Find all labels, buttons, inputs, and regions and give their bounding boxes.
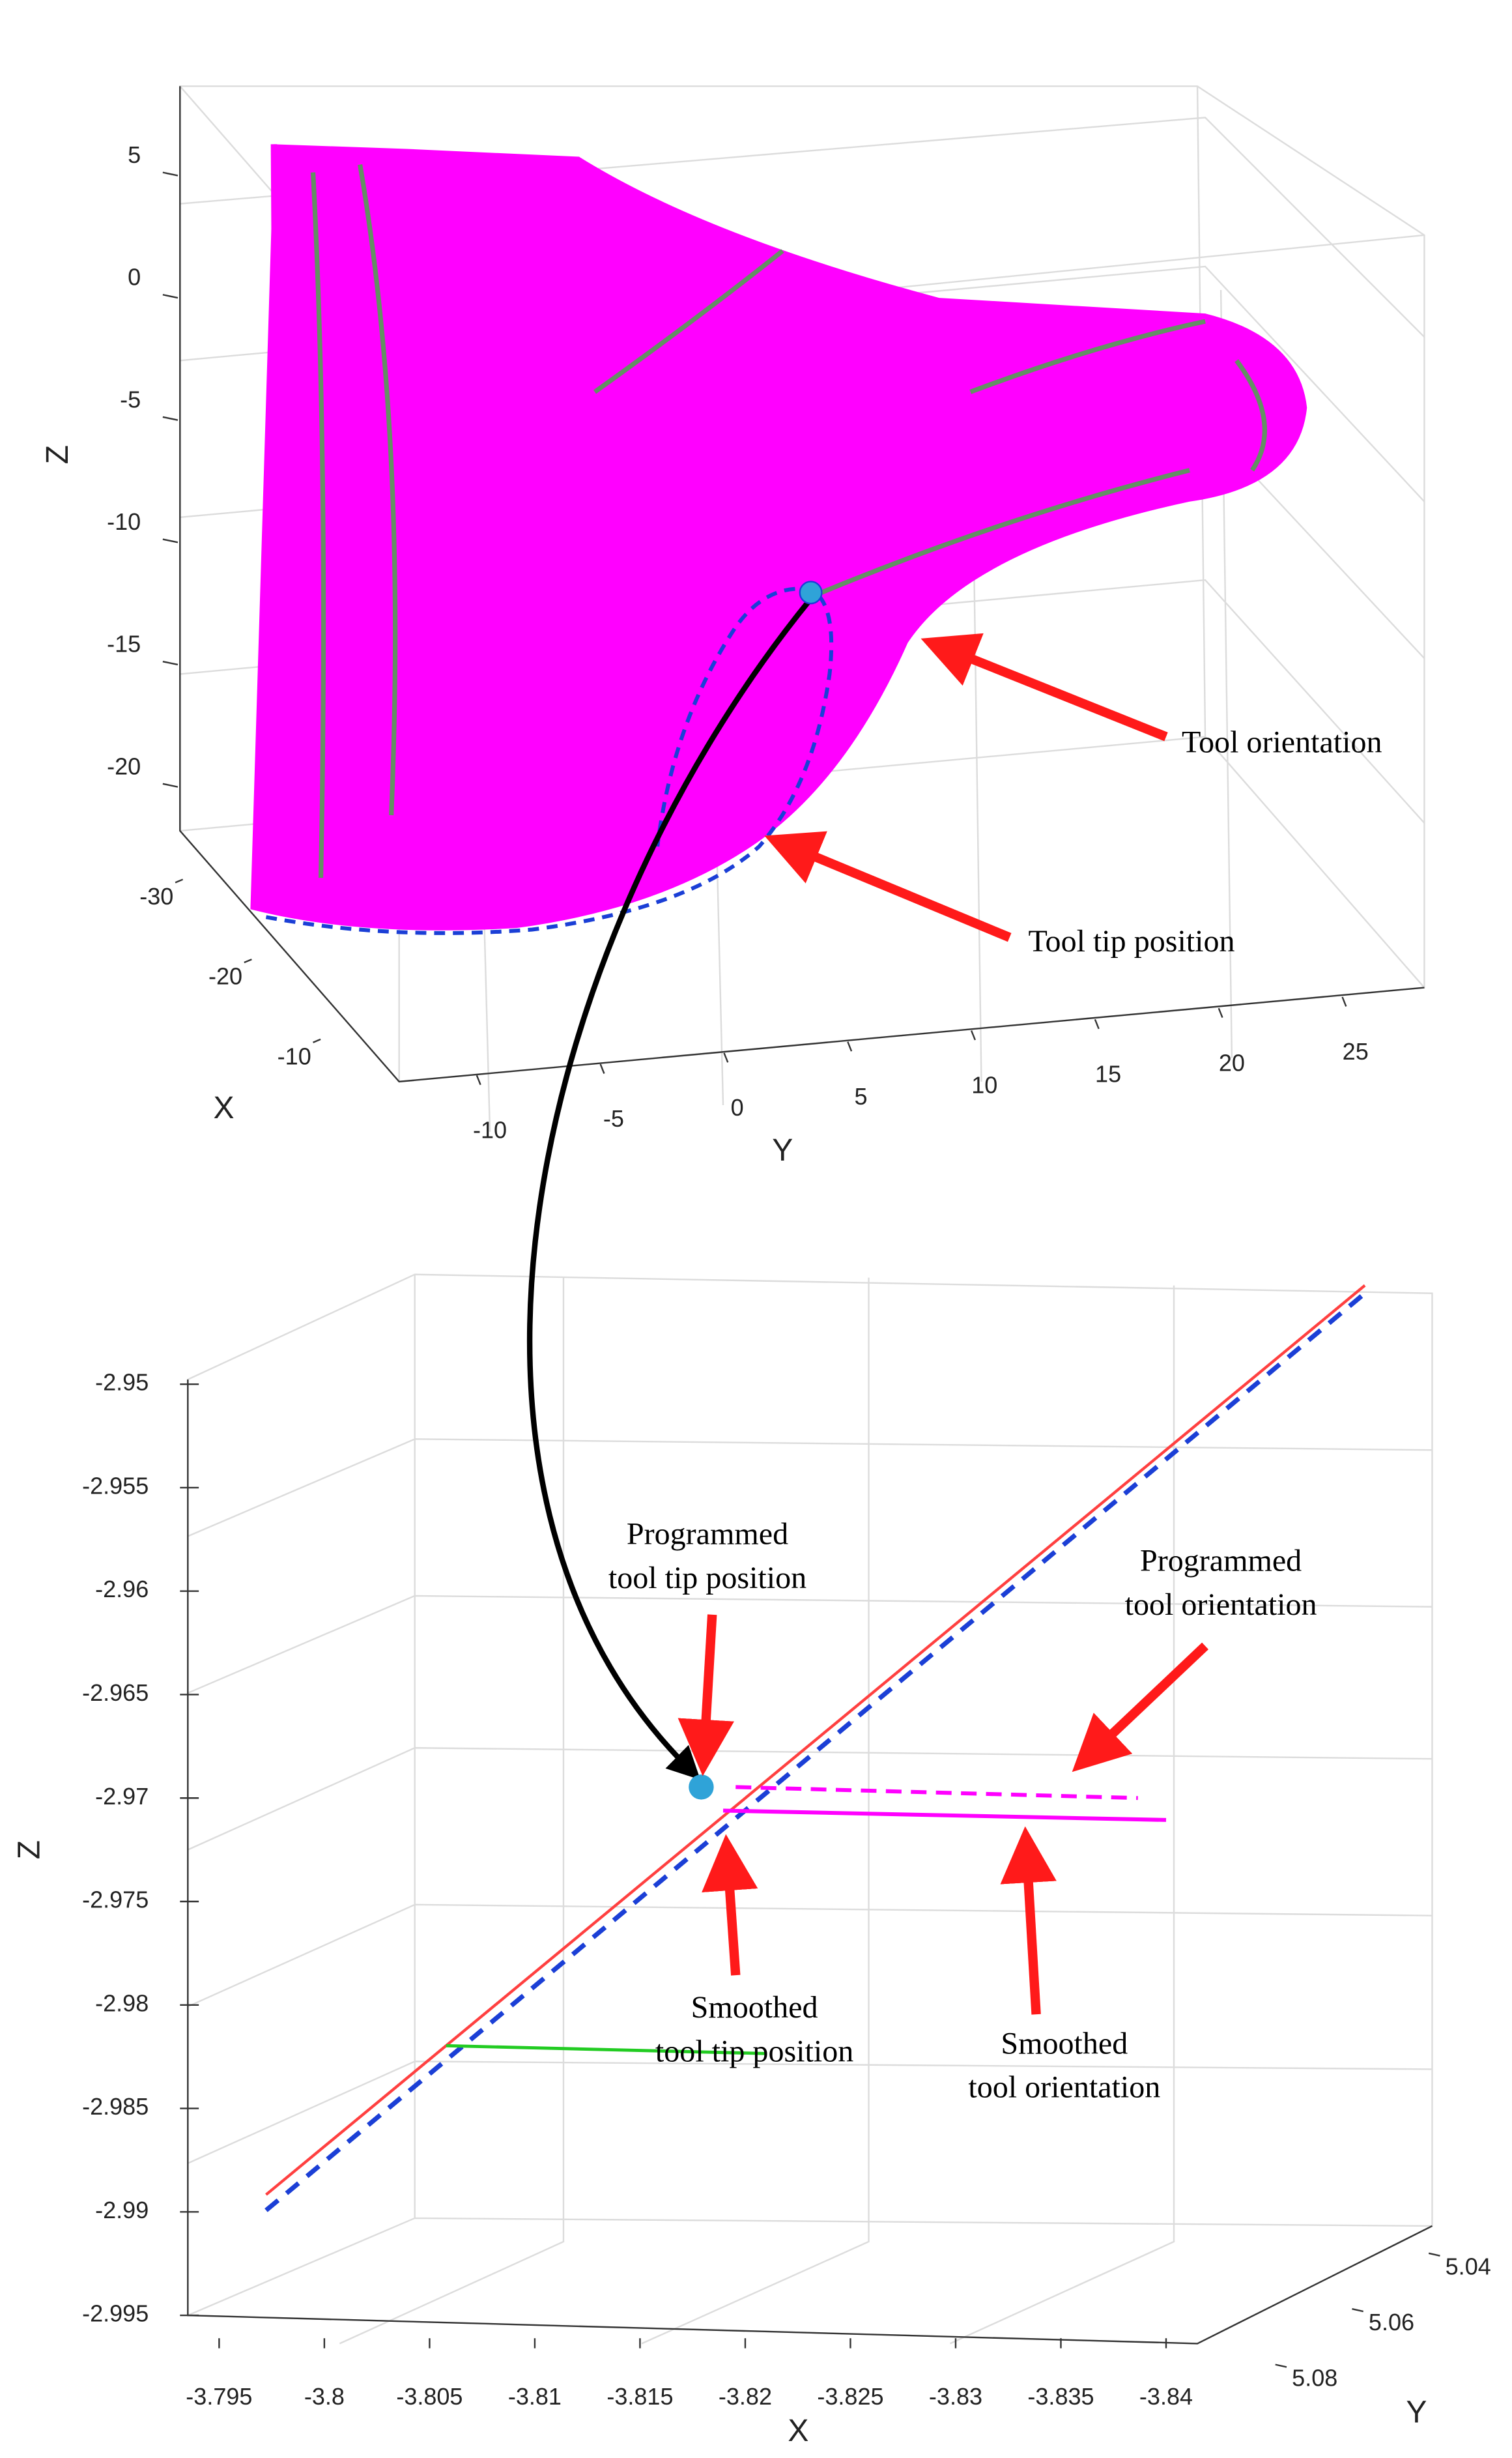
z-tick-label: -2.96 (95, 1576, 149, 1602)
y-tick-mark (599, 1063, 605, 1074)
x-tick-mark (244, 959, 252, 964)
connector-arrow (527, 597, 813, 1780)
x-axis-label: X (788, 2413, 808, 2448)
z-tick-label: -5 (120, 386, 141, 412)
z-axis-label: Z (12, 1840, 47, 1859)
x-tick-label: -3.83 (929, 2383, 982, 2410)
y-tick-label: 0 (731, 1094, 744, 1121)
z-tick-label: -20 (107, 753, 141, 779)
y-tick-label: 5.06 (1369, 2309, 1414, 2335)
y-tick-mark (723, 1052, 729, 1063)
x-tick-label: -3.81 (508, 2383, 562, 2410)
z-tick-label: -2.99 (95, 2197, 149, 2223)
z-tick-label: -2.975 (82, 1887, 149, 1913)
bottom-lines (264, 1284, 1367, 2212)
x-tick-label: -30 (139, 883, 173, 910)
annotation-line: Tool tip position (1029, 924, 1235, 959)
z-tick-mark (162, 660, 178, 666)
y-tick-mark (476, 1075, 481, 1086)
annotation-line: tool tip position (608, 1561, 806, 1595)
annotation: Tool orientation (1182, 725, 1382, 760)
z-tick-label: -2.965 (82, 1679, 149, 1706)
annotation-line: Smoothed (1001, 2026, 1128, 2060)
x-axis-label: X (214, 1090, 235, 1125)
y-tick-mark (1341, 996, 1347, 1007)
y-axis-label: Y (772, 1133, 793, 1168)
y-tick-label: 5.08 (1292, 2364, 1337, 2391)
y-tick-mark (1352, 2308, 1364, 2313)
y-tick-mark (1218, 1007, 1223, 1019)
z-tick-label: 0 (128, 264, 141, 291)
x-tick-label: -3.84 (1139, 2383, 1193, 2410)
bottom-box (187, 1273, 1433, 2345)
y-tick-mark (1275, 2364, 1287, 2368)
y-tick-label: 15 (1095, 1060, 1121, 1087)
y-tick-label: 25 (1343, 1038, 1369, 1065)
x-tick-mark (313, 1038, 321, 1043)
x-tick-label: -3.805 (396, 2383, 463, 2410)
x-tick-label: -3.825 (817, 2383, 883, 2410)
y-tick-label: 20 (1219, 1049, 1245, 1076)
z-tick-label: -2.95 (95, 1369, 149, 1396)
z-tick-mark (162, 171, 178, 177)
x-tick-label: -3.835 (1027, 2383, 1094, 2410)
z-tick-mark (162, 538, 178, 543)
z-tick-label: -2.98 (95, 1989, 149, 2016)
x-tick-label: -3.82 (719, 2383, 772, 2410)
x-tick-label: -10 (278, 1043, 311, 1069)
annotation: Programmed tool tip position (608, 1517, 806, 1595)
annotation-line: Smoothed (691, 1990, 818, 2025)
y-tick-label: -10 (473, 1116, 507, 1143)
annotation-line: tool orientation (1125, 1587, 1317, 1622)
annotation-line: tool tip position (655, 2034, 853, 2068)
y-tick-label: 10 (971, 1072, 997, 1099)
red-arrows (678, 633, 1209, 2015)
z-tick-label: -15 (107, 631, 141, 658)
annotation-line: tool orientation (968, 2070, 1160, 2105)
annotation-line: Programmed (627, 1517, 788, 1552)
x-tick-label: -20 (208, 963, 242, 990)
y-tick-label: 5.04 (1446, 2253, 1491, 2279)
z-tick-label: -2.985 (82, 2093, 149, 2120)
z-axis-label: Z (40, 445, 75, 464)
tip-point (689, 1774, 714, 1800)
z-tick-label: -10 (107, 508, 141, 535)
z-tick-label: -2.955 (82, 1472, 149, 1499)
y-tick-label: -5 (603, 1105, 624, 1132)
annotation: Smoothed tool tip position (655, 1990, 853, 2068)
x-tick-label: -3.8 (304, 2383, 345, 2410)
annotation: Smoothed tool orientation (968, 2026, 1160, 2104)
y-tick-mark (1094, 1019, 1100, 1030)
z-tick-label: -2.97 (95, 1783, 149, 1810)
z-tick-label: 5 (128, 141, 141, 168)
x-tick-label: -3.815 (606, 2383, 673, 2410)
tool-surface (250, 144, 1307, 935)
y-axis-label: Y (1406, 2394, 1427, 2429)
z-tick-label: -2.995 (82, 2300, 149, 2327)
annotation: Programmed tool orientation (1125, 1543, 1317, 1621)
x-tick-label: -3.795 (186, 2383, 252, 2410)
z-tick-mark (162, 783, 178, 788)
y-tick-mark (847, 1041, 853, 1052)
annotation-line: Tool orientation (1182, 725, 1382, 760)
annotation-line: Programmed (1140, 1543, 1302, 1578)
y-tick-mark (970, 1030, 976, 1041)
y-tick-mark (1428, 2252, 1440, 2257)
x-tick-mark (175, 878, 184, 884)
z-tick-mark (162, 416, 178, 421)
tip-point (799, 581, 823, 605)
annotation: Tool tip position (1029, 924, 1235, 959)
y-tick-label: 5 (854, 1083, 867, 1110)
z-tick-mark (162, 294, 178, 299)
